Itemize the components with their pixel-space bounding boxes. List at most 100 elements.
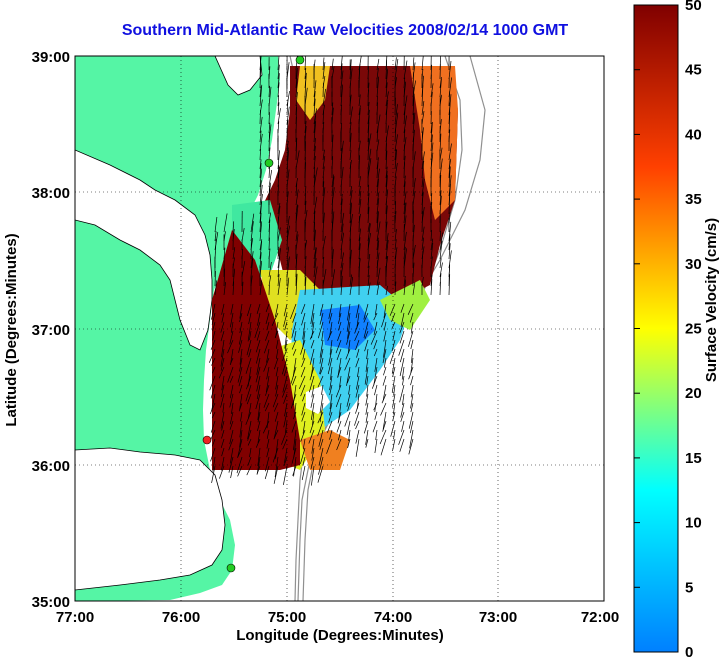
velocity-vector [219,465,225,479]
velocity-vector [268,166,271,179]
velocity-vector [336,438,342,451]
velocity-vector [268,212,272,224]
velocity-vector [421,85,424,107]
velocity-vector [391,321,396,329]
velocity-vector [259,221,263,242]
velocity-vector [322,57,325,71]
velocity-vector [249,447,252,458]
velocity-vector [248,348,252,358]
velocity-vector [291,375,297,386]
velocity-vector [229,312,234,328]
velocity-vector [363,321,369,338]
velocity-vector [381,312,387,328]
velocity-vector [283,456,288,467]
velocity-vector [394,104,398,125]
velocity-vector [363,420,369,434]
velocity-vector [229,384,234,399]
velocity-vector [439,281,441,296]
velocity-vector [295,189,299,206]
velocity-vector [293,330,297,341]
y-tick-label: 37:00 [32,322,70,339]
velocity-vector [317,321,324,339]
velocity-vector [302,420,306,434]
velocity-vector [430,279,433,296]
velocity-vector [212,330,216,341]
velocity-vector [349,106,353,125]
velocity-vector [340,232,345,251]
velocity-vector [247,402,252,419]
velocity-vector [319,303,324,316]
velocity-vector [407,303,414,315]
velocity-vector [403,129,406,143]
velocity-vector [394,148,397,161]
velocity-vector [421,56,424,71]
velocity-vector [412,57,415,71]
velocity-vector [403,275,406,287]
velocity-vector [229,375,234,383]
velocity-vectors [208,56,452,486]
velocity-vector [394,97,396,116]
velocity-vector [355,402,360,414]
velocity-vector [355,303,360,318]
velocity-vector [229,429,234,445]
velocity-vector [268,223,270,242]
velocity-vector [259,180,262,197]
velocity-vector [245,384,252,402]
velocity-vector [339,375,342,388]
velocity-vector [367,158,372,179]
velocity-vector [286,150,290,170]
velocity-vector [374,384,378,396]
velocity-vector [295,273,298,296]
velocity-vector [412,151,416,170]
velocity-vector [346,375,351,384]
velocity-vector [232,247,236,260]
velocity-vector [322,82,324,98]
velocity-vector [313,115,316,134]
velocity-vector [363,312,369,323]
velocity-vector [349,132,352,152]
velocity-vector [331,107,334,125]
velocity-vector [245,357,252,374]
velocity-vector [239,384,243,394]
velocity-vector [295,91,298,107]
velocity-vector [283,366,288,377]
velocity-vector [277,246,279,260]
velocity-vector [337,429,342,441]
velocity-vector [255,438,261,448]
velocity-vector [448,221,452,242]
velocity-vector [335,393,342,408]
velocity-vector [275,438,279,459]
velocity-vector [218,366,225,379]
velocity-vector [367,148,372,170]
velocity-vector [365,411,369,423]
velocity-vector [284,330,288,349]
velocity-vector [383,330,387,342]
velocity-vector [448,160,451,179]
velocity-vector [259,184,263,206]
velocity-vector [319,339,324,358]
velocity-vector [322,166,325,179]
velocity-vector [331,174,335,188]
velocity-vector [403,202,406,215]
velocity-vector [385,59,388,80]
velocity-vector [309,330,315,340]
velocity-vector [408,438,414,455]
velocity-vector [265,384,270,396]
velocity-vector [394,149,398,170]
velocity-vector [439,232,444,251]
velocity-vector [358,228,361,242]
velocity-vector [238,339,243,353]
velocity-vector [286,106,290,125]
velocity-vector [400,402,405,418]
velocity-vector [338,303,342,318]
velocity-vector [317,420,324,437]
chesapeake-bay [75,149,213,351]
velocity-vector [220,330,225,342]
velocity-vector [347,438,351,449]
velocity-vector [430,122,433,134]
velocity-vector [319,438,324,450]
page-title: Southern Mid-Atlantic Raw Velocities 200… [121,22,569,39]
velocity-vector [232,281,235,296]
velocity-vector [367,101,370,116]
velocity-vector [293,429,297,451]
